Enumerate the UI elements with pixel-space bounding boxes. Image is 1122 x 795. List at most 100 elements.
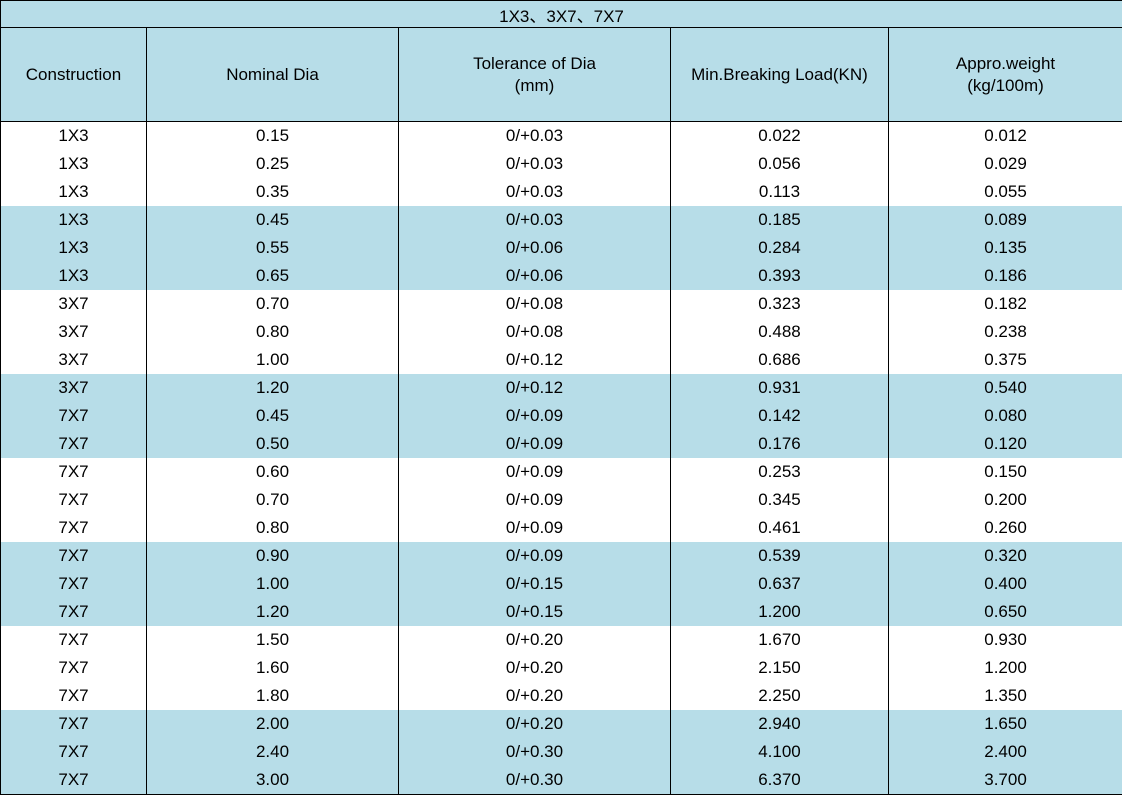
construction-cell: 7X7 (0, 458, 147, 486)
tolerance-cell: 0/+0.03 (398, 206, 671, 234)
weight-cell: 0.650 (887, 598, 1122, 626)
nominal-dia-cell: 0.55 (146, 234, 399, 262)
table-row: 1X3 0.55 0/+0.06 0.284 0.135 (0, 234, 1122, 262)
construction-cell: 7X7 (0, 430, 147, 458)
table-title: 1X3、3X7、7X7 (0, 0, 1122, 28)
nominal-dia-cell: 0.90 (146, 542, 399, 570)
tolerance-cell: 0/+0.20 (398, 710, 671, 738)
construction-cell: 3X7 (0, 290, 147, 318)
breaking-load-cell: 6.370 (670, 766, 889, 795)
breaking-load-cell: 2.250 (670, 682, 889, 710)
breaking-load-cell: 2.150 (670, 654, 889, 682)
nominal-dia-cell: 2.00 (146, 710, 399, 738)
weight-cell: 0.200 (887, 486, 1122, 514)
construction-cell: 1X3 (0, 121, 147, 150)
tolerance-cell: 0/+0.08 (398, 318, 671, 346)
breaking-load-cell: 0.176 (670, 430, 889, 458)
table-row: 1X3 0.35 0/+0.03 0.113 0.055 (0, 178, 1122, 206)
construction-cell: 7X7 (0, 766, 147, 795)
weight-cell: 0.320 (887, 542, 1122, 570)
tolerance-cell: 0/+0.03 (398, 150, 671, 178)
construction-cell: 7X7 (0, 486, 147, 514)
table-row: 1X3 0.45 0/+0.03 0.185 0.089 (0, 206, 1122, 234)
nominal-dia-cell: 0.65 (146, 262, 399, 290)
breaking-load-cell: 0.637 (670, 570, 889, 598)
construction-cell: 3X7 (0, 318, 147, 346)
weight-cell: 0.120 (887, 430, 1122, 458)
table-row: 7X7 0.70 0/+0.09 0.345 0.200 (0, 486, 1122, 514)
nominal-dia-cell: 0.45 (146, 206, 399, 234)
table-body: 1X3 0.15 0/+0.03 0.022 0.012 1X3 0.25 0/+0.03 0.… (0, 121, 1122, 795)
nominal-dia-cell: 0.50 (146, 430, 399, 458)
breaking-load-cell: 0.022 (670, 121, 889, 150)
tolerance-cell: 0/+0.12 (398, 374, 671, 402)
weight-cell: 0.055 (887, 178, 1122, 206)
construction-cell: 7X7 (0, 514, 147, 542)
header-construction-label: Construction (25, 64, 122, 84)
breaking-load-cell: 2.940 (670, 710, 889, 738)
header-row: Construction Nominal Dia Tolerance of Di… (0, 27, 1122, 122)
table-row: 1X3 0.15 0/+0.03 0.022 0.012 (0, 121, 1122, 150)
weight-cell: 0.375 (887, 346, 1122, 374)
nominal-dia-cell: 0.45 (146, 402, 399, 430)
tolerance-cell: 0/+0.09 (398, 458, 671, 486)
tolerance-cell: 0/+0.15 (398, 570, 671, 598)
table-row: 3X7 0.80 0/+0.08 0.488 0.238 (0, 318, 1122, 346)
tolerance-cell: 0/+0.03 (398, 121, 671, 150)
table-row: 3X7 1.00 0/+0.12 0.686 0.375 (0, 346, 1122, 374)
nominal-dia-cell: 0.70 (146, 290, 399, 318)
table-row: 7X7 0.45 0/+0.09 0.142 0.080 (0, 402, 1122, 430)
table-row: 7X7 1.60 0/+0.20 2.150 1.200 (0, 654, 1122, 682)
weight-cell: 0.930 (887, 626, 1122, 654)
construction-cell: 7X7 (0, 710, 147, 738)
breaking-load-cell: 0.142 (670, 402, 889, 430)
construction-cell: 7X7 (0, 570, 147, 598)
construction-cell: 1X3 (0, 178, 147, 206)
construction-cell: 7X7 (0, 654, 147, 682)
table-row: 3X7 0.70 0/+0.08 0.323 0.182 (0, 290, 1122, 318)
construction-cell: 1X3 (0, 150, 147, 178)
header-weight-label: Appro.weight (955, 53, 1056, 73)
weight-cell: 3.700 (887, 766, 1122, 795)
breaking-load-cell: 0.113 (670, 178, 889, 206)
tolerance-cell: 0/+0.20 (398, 682, 671, 710)
nominal-dia-cell: 1.80 (146, 682, 399, 710)
table-row: 7X7 1.50 0/+0.20 1.670 0.930 (0, 626, 1122, 654)
breaking-load-cell: 0.323 (670, 290, 889, 318)
table-row: 7X7 0.50 0/+0.09 0.176 0.120 (0, 430, 1122, 458)
nominal-dia-cell: 0.15 (146, 121, 399, 150)
breaking-load-cell: 0.488 (670, 318, 889, 346)
nominal-dia-cell: 1.50 (146, 626, 399, 654)
header-nominal-dia: Nominal Dia (146, 27, 399, 122)
weight-cell: 1.650 (887, 710, 1122, 738)
weight-cell: 0.260 (887, 514, 1122, 542)
nominal-dia-cell: 3.00 (146, 766, 399, 795)
construction-cell: 7X7 (0, 626, 147, 654)
tolerance-cell: 0/+0.12 (398, 346, 671, 374)
construction-cell: 3X7 (0, 374, 147, 402)
breaking-load-cell: 0.345 (670, 486, 889, 514)
header-tolerance: Tolerance of Dia (mm) (398, 27, 671, 122)
breaking-load-cell: 0.284 (670, 234, 889, 262)
breaking-load-cell: 0.539 (670, 542, 889, 570)
tolerance-cell: 0/+0.06 (398, 234, 671, 262)
construction-cell: 7X7 (0, 542, 147, 570)
header-weight-unit: (kg/100m) (967, 75, 1044, 95)
tolerance-cell: 0/+0.30 (398, 738, 671, 766)
header-breaking-load: Min.Breaking Load(KN) (670, 27, 889, 122)
weight-cell: 1.350 (887, 682, 1122, 710)
construction-cell: 1X3 (0, 234, 147, 262)
construction-cell: 7X7 (0, 738, 147, 766)
weight-cell: 0.238 (887, 318, 1122, 346)
nominal-dia-cell: 2.40 (146, 738, 399, 766)
weight-cell: 0.540 (887, 374, 1122, 402)
table-row: 7X7 2.00 0/+0.20 2.940 1.650 (0, 710, 1122, 738)
title-row: 1X3、3X7、7X7 (0, 0, 1122, 28)
nominal-dia-cell: 0.80 (146, 318, 399, 346)
breaking-load-cell: 0.185 (670, 206, 889, 234)
weight-cell: 0.012 (887, 121, 1122, 150)
breaking-load-cell: 1.200 (670, 598, 889, 626)
table-row: 1X3 0.25 0/+0.03 0.056 0.029 (0, 150, 1122, 178)
nominal-dia-cell: 0.60 (146, 458, 399, 486)
weight-cell: 0.029 (887, 150, 1122, 178)
